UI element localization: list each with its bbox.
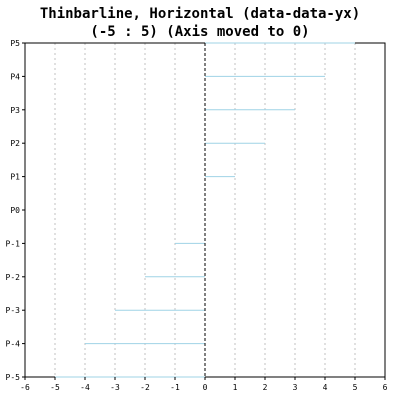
x-tick-label: -6: [20, 383, 30, 392]
y-tick-label: P1: [10, 173, 20, 182]
x-tick-label: 4: [323, 383, 328, 392]
y-tick-label: P-5: [6, 373, 21, 382]
y-tick-label: P3: [10, 106, 20, 115]
y-tick-label: P-1: [6, 239, 21, 248]
x-tick-label: 1: [233, 383, 238, 392]
y-tick-label: P-2: [6, 273, 21, 282]
y-tick-label: P2: [10, 139, 20, 148]
x-tick-label: -3: [110, 383, 120, 392]
x-tick-label: -2: [140, 383, 150, 392]
x-tick-label: 2: [263, 383, 268, 392]
chart-subtitle: (-5 : 5) (Axis moved to 0): [90, 24, 310, 40]
y-tick-label: P0: [10, 206, 20, 215]
y-tick-label: P5: [10, 39, 20, 48]
x-tick-label: -1: [170, 383, 180, 392]
chart-title: Thinbarline, Horizontal (data-data-yx): [39, 6, 361, 22]
x-tick-label: -4: [80, 383, 90, 392]
x-tick-label: 0: [203, 383, 208, 392]
x-tick-label: -5: [50, 383, 60, 392]
y-tick-label: P4: [10, 72, 20, 81]
y-tick-label: P-4: [6, 340, 21, 349]
x-tick-label: 6: [383, 383, 388, 392]
y-tick-label: P-3: [6, 306, 21, 315]
x-tick-label: 5: [353, 383, 358, 392]
x-tick-label: 3: [293, 383, 298, 392]
